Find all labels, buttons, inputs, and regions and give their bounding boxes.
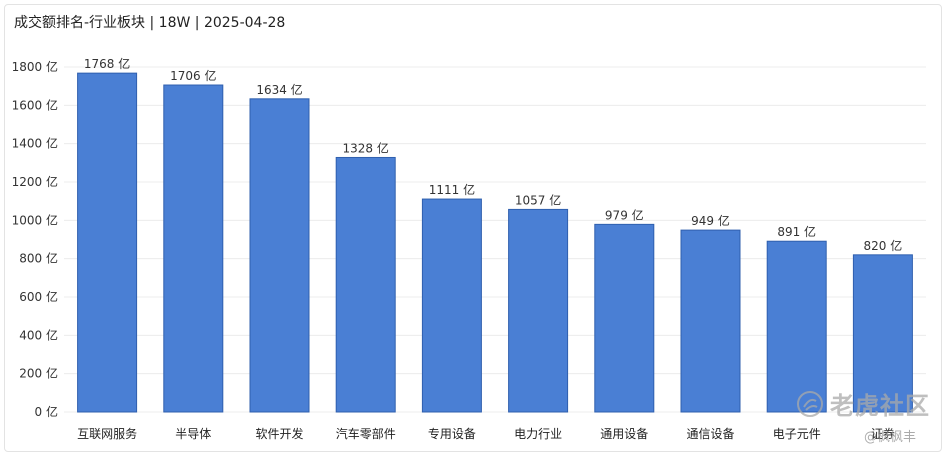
- x-tick-label: 电力行业: [514, 427, 562, 441]
- data-label: 820 亿: [864, 238, 903, 253]
- x-tick-label: 半导体: [175, 427, 211, 441]
- bar: [508, 208, 569, 413]
- y-tick-label: 1200 亿: [12, 174, 58, 189]
- data-label: 1328 亿: [343, 140, 389, 155]
- watermark-text: 老虎社区: [830, 392, 930, 420]
- y-tick-label: 600 亿: [19, 289, 58, 304]
- data-label: 1706 亿: [170, 68, 216, 83]
- data-label: 1634 亿: [256, 82, 302, 97]
- tiger-logo-icon: [797, 390, 823, 417]
- data-label: 949 亿: [691, 213, 730, 228]
- y-tick-label: 800 亿: [19, 251, 58, 266]
- bar: [163, 84, 224, 413]
- data-label: 891 亿: [777, 224, 816, 239]
- data-label: 1057 亿: [515, 192, 561, 207]
- bar: [421, 198, 482, 413]
- x-tick-label: 证券: [871, 426, 895, 441]
- x-tick-label: 软件开发: [255, 426, 303, 441]
- bar: [766, 240, 827, 413]
- watermark: 老虎社区: [796, 386, 930, 421]
- bar: [335, 156, 396, 413]
- x-tick-label: 专用设备: [428, 426, 476, 441]
- bar: [852, 254, 913, 413]
- y-tick-label: 1000 亿: [12, 212, 58, 227]
- chart-title: 成交额排名-行业板块 | 18W | 2025-04-28: [14, 15, 286, 31]
- data-label: 1768 亿: [84, 56, 130, 71]
- bar: [77, 72, 138, 413]
- x-tick-label: 通用设备: [600, 427, 648, 441]
- bar: [680, 229, 741, 413]
- data-label: 979 亿: [605, 207, 644, 222]
- y-tick-label: 1400 亿: [12, 136, 58, 151]
- x-tick-label: 汽车零部件: [336, 426, 396, 441]
- bar: [594, 223, 655, 413]
- x-tick-label: 通信设备: [686, 427, 734, 441]
- y-tick-label: 400 亿: [19, 327, 58, 342]
- x-tick-label: 电子元件: [773, 427, 821, 441]
- bar: [249, 98, 310, 413]
- y-tick-label: 1800 亿: [12, 59, 58, 74]
- y-tick-label: 1600 亿: [12, 97, 58, 112]
- y-tick-label: 0 亿: [35, 404, 58, 419]
- x-tick-label: 互联网服务: [77, 426, 137, 441]
- data-label: 1111 亿: [429, 182, 475, 197]
- author-handle: @枫枫丰: [864, 430, 917, 445]
- y-tick-label: 200 亿: [19, 366, 58, 381]
